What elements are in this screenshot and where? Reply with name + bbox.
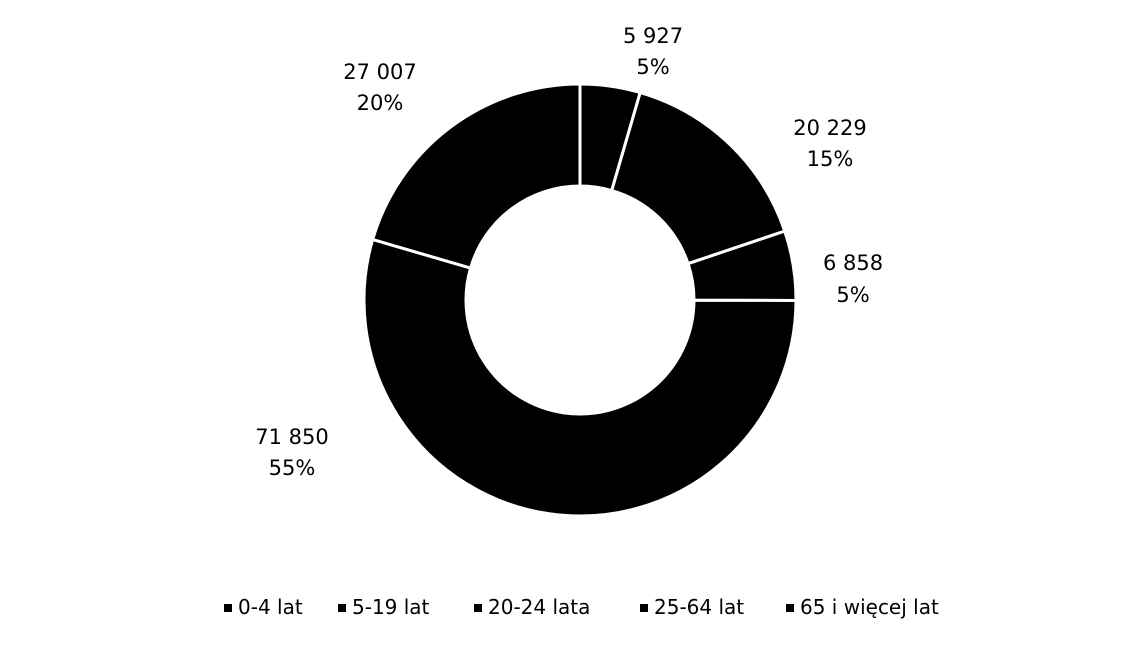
legend: 0-4 lat 5-19 lat 20-24 lata 25-64 lat 65 i w… xyxy=(224,595,939,619)
slice-25-64-lat xyxy=(362,237,798,518)
legend-label: 65 i więcej lat xyxy=(800,595,939,619)
legend-swatch xyxy=(786,604,794,612)
legend-item-0-4-lat: 0-4 lat xyxy=(224,595,303,619)
data-label-group: 5 927 5% 20 229 15% 6 858 5% 71 850 55% 27 007 20… xyxy=(255,24,883,480)
legend-swatch xyxy=(640,604,648,612)
legend-item-20-24-lata: 20-24 lata xyxy=(474,595,590,619)
data-label-25-64-lat-value: 71 850 xyxy=(255,425,328,449)
slice-5-19-lat xyxy=(609,90,787,266)
data-label-20-24-lata-percent: 5% xyxy=(836,283,869,307)
legend-label: 5-19 lat xyxy=(352,595,430,619)
legend-swatch xyxy=(224,604,232,612)
data-label-5-19-lat-percent: 15% xyxy=(807,147,854,171)
data-label-65-i-wi-cej-lat-percent: 20% xyxy=(357,91,404,115)
legend-label: 0-4 lat xyxy=(238,595,303,619)
data-label-20-24-lata-value: 6 858 xyxy=(823,251,883,275)
legend-swatch xyxy=(338,604,346,612)
data-label-5-19-lat-value: 20 229 xyxy=(793,116,866,140)
legend-item-25-64-lat: 25-64 lat xyxy=(640,595,744,619)
legend-label: 20-24 lata xyxy=(488,595,590,619)
slice-65-i-wi-cej-lat xyxy=(370,82,582,270)
data-label-25-64-lat-percent: 55% xyxy=(269,456,316,480)
slice-group xyxy=(362,82,798,518)
data-label-0-4-lat-value: 5 927 xyxy=(623,24,683,48)
legend-item-5-19-lat: 5-19 lat xyxy=(338,595,430,619)
legend-swatch xyxy=(474,604,482,612)
data-label-0-4-lat-percent: 5% xyxy=(636,55,669,79)
legend-label: 25-64 lat xyxy=(654,595,744,619)
data-label-65-i-wi-cej-lat-value: 27 007 xyxy=(343,60,416,84)
legend-item-65-i-wi-cej-lat: 65 i więcej lat xyxy=(786,595,939,619)
